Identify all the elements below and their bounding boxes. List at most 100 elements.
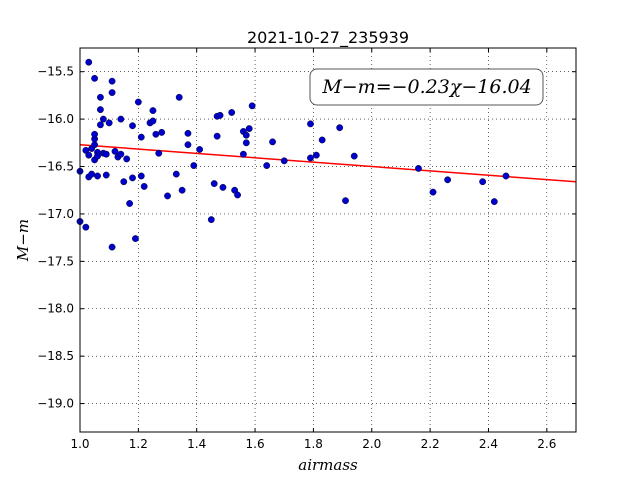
y-axis-label: M−m <box>14 219 32 262</box>
data-point <box>213 132 221 140</box>
data-points <box>76 58 510 251</box>
x-tick-label: 1.6 <box>246 437 265 451</box>
data-point <box>88 170 96 178</box>
data-point <box>429 188 437 196</box>
fit-line <box>79 143 577 183</box>
data-point <box>336 124 344 132</box>
data-point <box>91 74 98 82</box>
data-point <box>149 107 157 114</box>
y-tick-label: −17.5 <box>37 254 74 268</box>
data-point <box>444 176 452 184</box>
data-point <box>219 183 227 191</box>
data-point <box>91 141 98 149</box>
y-tick-label: −16.5 <box>37 160 74 174</box>
data-point <box>108 89 116 96</box>
data-point <box>210 180 218 187</box>
data-point <box>85 151 93 159</box>
data-point <box>178 186 186 194</box>
data-point <box>158 128 166 136</box>
data-point <box>117 150 125 158</box>
data-point <box>342 197 349 205</box>
data-point <box>350 152 358 160</box>
axis-ticks: 1.0 1.2 1.4 1.6 1.8 2.0 2.2 2.4 2.6 −15.5 −16.0 −16… <box>37 48 576 451</box>
data-point <box>479 178 487 186</box>
y-tick-label: −16.0 <box>37 112 74 126</box>
data-point <box>269 138 276 146</box>
data-point <box>184 129 192 137</box>
data-point <box>172 170 180 178</box>
data-point <box>149 117 157 125</box>
data-point <box>242 139 250 147</box>
plot-area <box>80 48 576 432</box>
y-tick-label: −17.0 <box>37 207 74 221</box>
data-point <box>175 93 183 101</box>
y-tick-label: −18.0 <box>37 302 74 316</box>
data-point <box>239 150 247 158</box>
data-point <box>280 157 288 165</box>
data-point <box>120 178 128 186</box>
data-point <box>137 172 145 180</box>
y-tick-label: −19.0 <box>37 397 74 411</box>
data-point <box>248 102 256 110</box>
data-point <box>307 154 314 162</box>
x-tick-label: 1.0 <box>70 437 89 451</box>
data-point <box>111 147 119 155</box>
chart-title: 2021-10-27_235939 <box>247 28 409 48</box>
data-point <box>134 98 142 106</box>
data-point <box>164 192 171 200</box>
data-point <box>102 171 110 179</box>
data-point <box>99 115 107 123</box>
data-point <box>140 183 148 190</box>
data-point <box>126 200 134 207</box>
data-point <box>129 122 136 130</box>
data-point <box>190 162 198 169</box>
data-point <box>97 121 104 129</box>
data-point <box>228 109 236 116</box>
data-point <box>312 151 320 159</box>
data-point <box>137 133 145 141</box>
x-axis-label: airmass <box>298 456 358 474</box>
data-point <box>123 155 131 163</box>
data-point <box>108 77 116 85</box>
x-tick-label: 2.6 <box>537 437 556 451</box>
x-tick-label: 2.2 <box>421 437 440 451</box>
data-point <box>85 58 93 66</box>
x-tick-label: 1.2 <box>129 437 148 451</box>
plot-frame <box>79 47 577 433</box>
x-tick-label: 2.0 <box>362 437 381 451</box>
data-point <box>307 120 314 128</box>
data-point <box>490 198 498 206</box>
data-point <box>97 106 104 114</box>
data-point <box>129 174 136 182</box>
data-point <box>91 130 98 138</box>
y-tick-label: −18.5 <box>37 349 74 363</box>
data-point <box>245 125 253 132</box>
data-point <box>502 172 510 180</box>
data-point <box>117 115 125 123</box>
fit-line-group <box>79 143 577 183</box>
data-point <box>94 152 101 160</box>
y-tick-label: −15.5 <box>37 65 74 79</box>
fit-equation: M−m=−0.23χ−16.04 <box>321 76 531 98</box>
data-point <box>102 150 110 158</box>
data-point <box>242 131 250 139</box>
data-point <box>207 216 215 224</box>
data-point <box>97 93 104 101</box>
data-point <box>318 136 326 144</box>
data-point <box>152 130 160 138</box>
data-point <box>263 162 271 169</box>
data-point <box>234 191 241 199</box>
data-point <box>94 172 101 180</box>
data-point <box>415 165 422 172</box>
data-point <box>155 149 163 157</box>
fit-equation-frame <box>309 68 544 106</box>
data-point <box>132 235 139 242</box>
data-point <box>216 111 224 119</box>
data-point <box>184 141 192 149</box>
fit-equation-box: M−m=−0.23χ−16.04 <box>309 68 544 106</box>
data-point <box>105 119 113 127</box>
data-point <box>82 223 90 231</box>
data-point <box>108 243 116 251</box>
